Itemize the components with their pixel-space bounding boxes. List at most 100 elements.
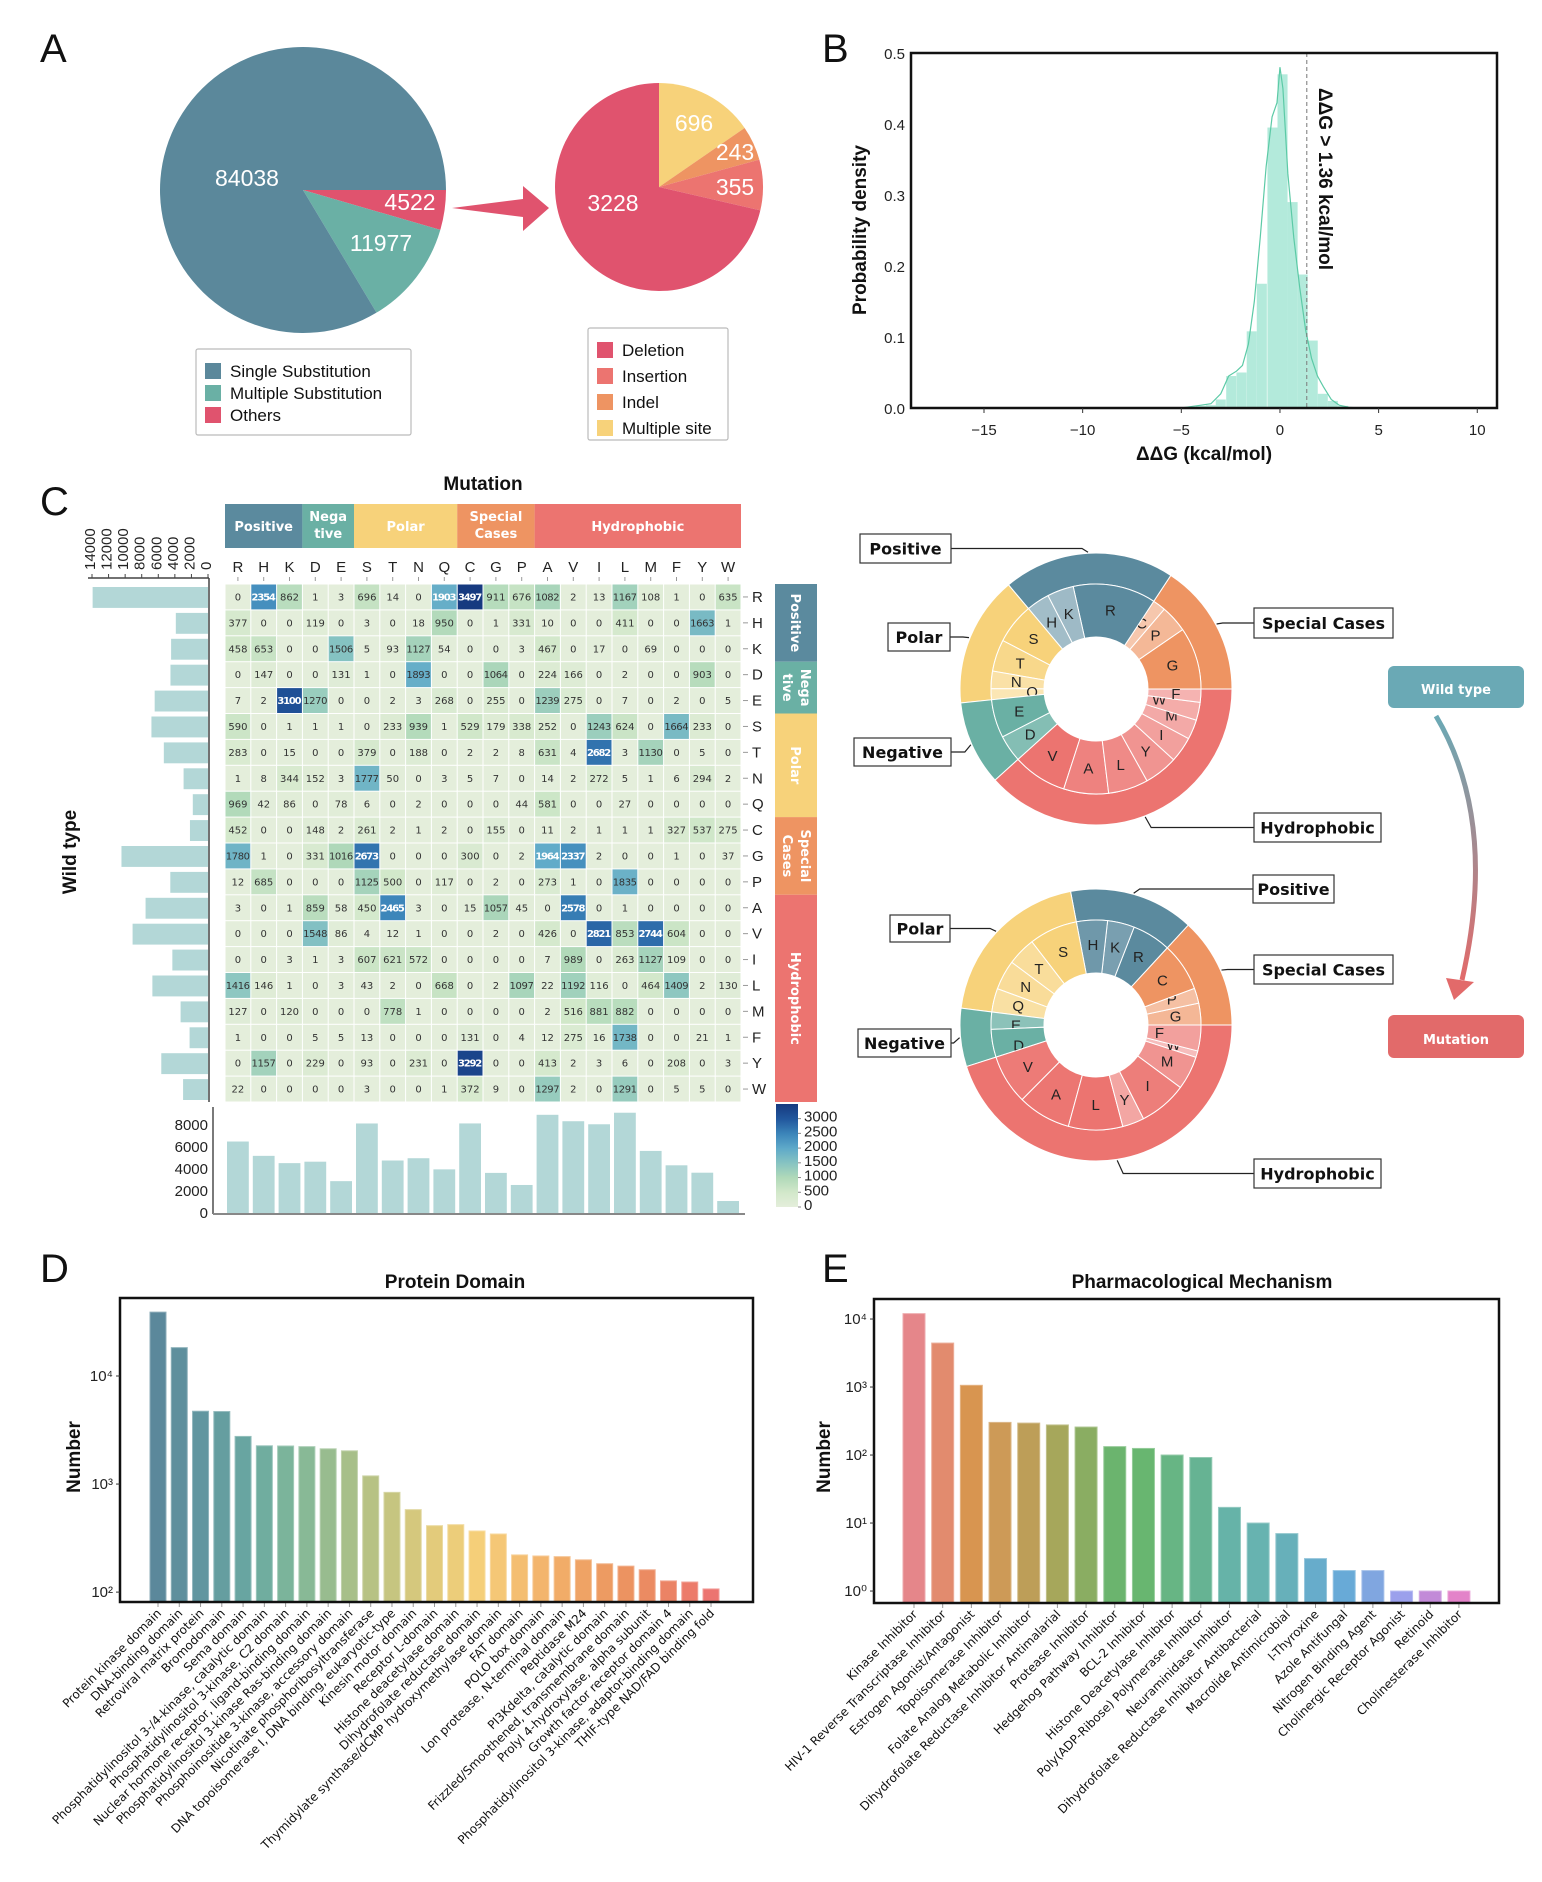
sunburst-residue-segment (1063, 737, 1110, 795)
heatmap-cell (535, 662, 560, 688)
heatmap-cell-value: 12 (386, 929, 399, 940)
heatmap-cell (225, 791, 251, 817)
heatmap-cell (225, 1024, 251, 1050)
heatmap-cell (277, 817, 302, 843)
sunburst-residue-label: N (1020, 979, 1031, 996)
heatmap-cell (509, 765, 535, 791)
column-label: P (517, 559, 527, 576)
sunburst-residue-label: I (1146, 1078, 1150, 1095)
heatmap-cell (277, 688, 302, 713)
row-total-bar (154, 690, 208, 712)
row-total-bar (170, 664, 208, 686)
column-total-tick-label: 0 (200, 1205, 208, 1222)
heatmap-cell-value: 604 (667, 929, 686, 940)
heatmap-cell (638, 1050, 664, 1076)
heatmap-cell (664, 1076, 689, 1102)
heatmap-cell (406, 714, 431, 739)
heatmap-cell-value: 452 (228, 826, 247, 837)
heatmap-cell-value: 93 (386, 644, 399, 655)
bar (681, 1581, 699, 1603)
row-label: N (752, 770, 763, 787)
callout-line (1116, 1160, 1254, 1175)
heatmap-cell-value: 272 (590, 774, 609, 785)
heatmap-cell (457, 869, 483, 895)
heatmap-cell-value: 233 (383, 722, 402, 733)
heatmap-cell (509, 662, 535, 688)
heatmap-cell (535, 921, 560, 947)
heatmap-cell-value: 3 (364, 618, 370, 629)
column-label: Q (438, 559, 450, 576)
sunburst-residue-label: E (1011, 1018, 1021, 1035)
row-group-label: Nega (797, 669, 812, 707)
heatmap-cell-value: 0 (390, 618, 396, 629)
column-total-bar (717, 1201, 739, 1213)
heatmap-cell-value: 458 (228, 644, 247, 655)
heatmap-cell-value: 0 (441, 800, 447, 811)
heatmap-cell (483, 739, 509, 765)
heatmap-cell-value: 3 (725, 1059, 731, 1070)
heatmap-cell-value: 155 (486, 826, 505, 837)
heatmap-cell (354, 636, 380, 662)
heatmap-cell-value: 1964 (535, 851, 559, 862)
heatmap-cell (586, 869, 612, 895)
plot-frame (909, 51, 1499, 410)
heatmap-cell-value: 0 (441, 1033, 447, 1044)
sunburst-residue-segment (1145, 695, 1201, 721)
heatmap-cell (715, 973, 741, 998)
heatmap-cell-value: 0 (493, 851, 499, 862)
heatmap-cell-value: 1 (725, 618, 731, 629)
column-total-bar (665, 1165, 688, 1213)
heatmap-cell (715, 636, 741, 662)
bar (1189, 1456, 1213, 1604)
heatmap-cell-value: 0 (312, 644, 318, 655)
heatmap-cell-value: 0 (467, 670, 473, 681)
heatmap-cell-value: 0 (286, 1085, 292, 1096)
heatmap-cell (509, 584, 535, 610)
heatmap-cell-value: 1 (415, 826, 421, 837)
kde-line (1181, 67, 1359, 409)
column-total-bars: 0 2000 4000 6000 8000 (175, 1107, 745, 1222)
heatmap-cell (509, 1024, 535, 1050)
heatmap-cell-value: 537 (693, 826, 712, 837)
heatmap-cell-value: 0 (699, 1059, 705, 1070)
heatmap-cell (560, 662, 586, 688)
heatmap-cell (586, 1076, 612, 1102)
callout-box (887, 622, 951, 652)
pie-slice (659, 127, 760, 187)
sunburst-residue-segment (1129, 608, 1184, 661)
heatmap-cell (302, 584, 328, 610)
heatmap-cell (509, 869, 535, 895)
heatmap-cell-value: 147 (254, 670, 273, 681)
legend-label: Insertion (622, 367, 687, 386)
heatmap-cell (535, 1076, 560, 1102)
sunburst-residue-label: Y (1119, 1092, 1129, 1109)
heatmap-cell-value: 3 (441, 774, 447, 785)
heatmap-cell-value: 0 (415, 981, 421, 992)
heatmap-cell (354, 714, 380, 739)
heatmap-cell-value: 3 (415, 696, 421, 707)
heatmap-cell (664, 998, 689, 1024)
mutation-badge (1388, 1015, 1524, 1058)
row-total-bar (145, 897, 208, 919)
heatmap-cell (535, 688, 560, 713)
heatmap-cell-value: 1082 (535, 592, 559, 603)
callout-line (1216, 622, 1254, 625)
pie-slice-label: 355 (716, 174, 754, 200)
column-total-bar (588, 1124, 610, 1213)
heatmap-cell (380, 791, 406, 817)
heatmap-cell-value: 1 (312, 722, 318, 733)
column-total-bar (459, 1123, 481, 1213)
heatmap-cell (638, 921, 664, 947)
heatmap-cell (431, 636, 457, 662)
heatmap-cell-value: 50 (386, 774, 399, 785)
heatmap-cell (715, 817, 741, 843)
heatmap-cell-value: 1057 (484, 903, 508, 914)
column-total-bar (252, 1155, 275, 1213)
heatmap-cell-value: 1 (441, 1085, 447, 1096)
heatmap-cell (535, 817, 560, 843)
heatmap-cell-value: 0 (467, 618, 473, 629)
pie-slice-label: 696 (675, 110, 713, 136)
heatmap-cell (535, 973, 560, 998)
heatmap-cell (457, 947, 483, 972)
heatmap-cell-value: 0 (699, 696, 705, 707)
